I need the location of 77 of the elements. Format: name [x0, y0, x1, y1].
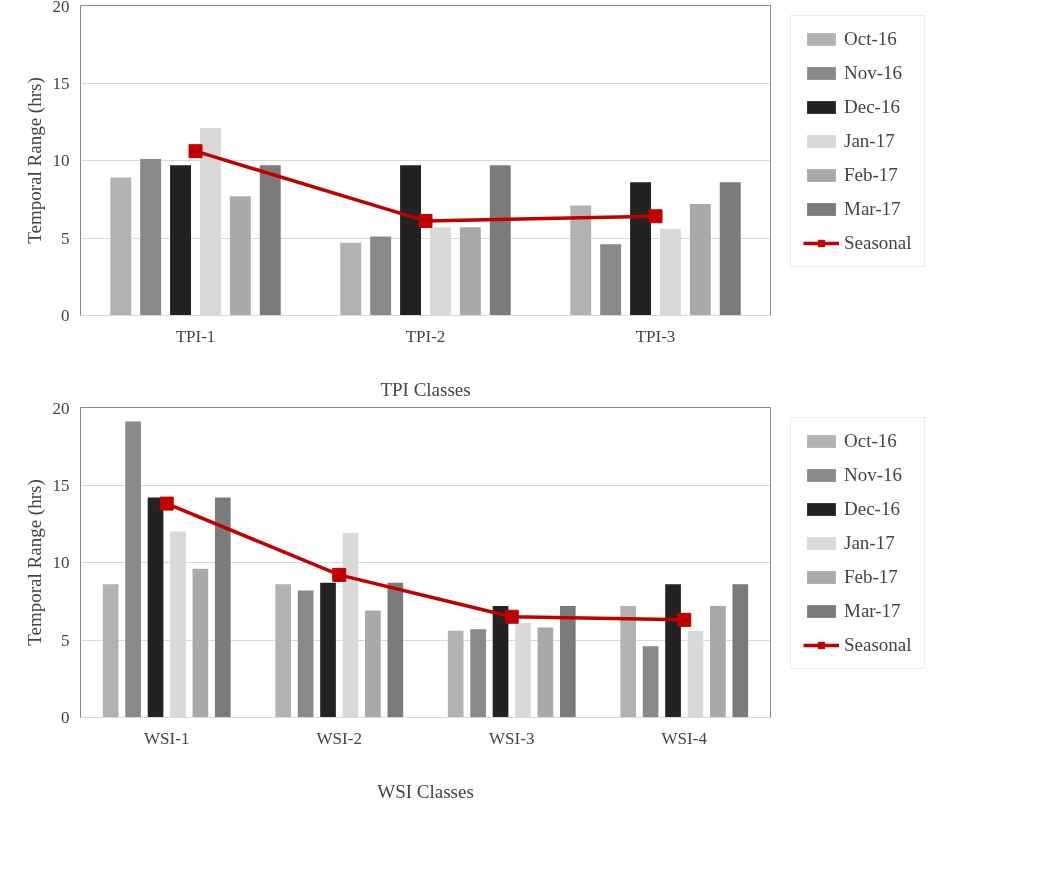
y-tick-label: 20 [52, 0, 70, 16]
x-tick-label: WSI-3 [489, 728, 535, 748]
y-tick-label: 15 [52, 475, 70, 495]
legend-label: Dec-16 [844, 498, 900, 520]
x-tick-label: TPI-2 [405, 326, 446, 346]
bar [447, 630, 464, 718]
legend-label: Dec-16 [844, 96, 900, 118]
legend-label: Seasonal [844, 232, 912, 254]
bar [710, 605, 726, 718]
point [332, 567, 347, 582]
bar [170, 165, 192, 316]
bar [630, 182, 652, 316]
legend-label: Nov-16 [844, 62, 903, 84]
bar [537, 627, 554, 718]
bar [125, 421, 141, 718]
y-tick-label: 0 [61, 708, 70, 727]
x-tick-label: WSI-4 [661, 728, 708, 748]
bar [470, 629, 486, 718]
point [677, 612, 692, 627]
y-tick-label: 0 [61, 306, 70, 325]
bar [620, 605, 637, 718]
bar [732, 584, 749, 718]
bar [665, 584, 681, 718]
bar [600, 244, 622, 316]
bar [214, 497, 231, 718]
x-tick-label: TPI-1 [175, 326, 216, 346]
legend-label: Oct-16 [844, 430, 897, 452]
bar [110, 177, 132, 316]
bar [570, 205, 592, 316]
y-axis-title: Temporal Range (hrs) [23, 77, 46, 244]
y-axis-title: Temporal Range (hrs) [23, 479, 46, 646]
legend-label: Jan-17 [844, 130, 895, 152]
bar [275, 584, 292, 718]
x-tick-label: TPI-3 [635, 326, 676, 346]
bar [365, 610, 381, 718]
x-axis-title: WSI Classes [377, 780, 474, 802]
bar [102, 584, 119, 718]
point [418, 213, 433, 228]
bar [340, 242, 362, 316]
bar [140, 158, 162, 316]
point [188, 144, 203, 159]
bar [387, 582, 404, 718]
y-tick-label: 10 [52, 151, 70, 170]
bar [719, 182, 741, 316]
bar [192, 568, 209, 718]
bar [297, 590, 314, 718]
legend-label: Feb-17 [844, 164, 898, 186]
x-axis-title: TPI Classes [380, 378, 471, 400]
bar [229, 196, 251, 316]
y-tick-label: 20 [52, 398, 70, 418]
bar [559, 605, 576, 718]
bar [459, 227, 481, 316]
bar [689, 203, 711, 316]
bar [489, 165, 511, 316]
bar [400, 165, 422, 316]
bar [259, 165, 281, 316]
y-tick-label: 15 [52, 73, 70, 93]
legend-label: Nov-16 [844, 464, 903, 486]
legend-label: Mar-17 [844, 198, 901, 220]
legend-label: Feb-17 [844, 566, 898, 588]
legend-label: Oct-16 [844, 28, 897, 50]
y-tick-label: 5 [61, 228, 70, 248]
legend-label: Jan-17 [844, 532, 895, 554]
bar [642, 646, 659, 718]
point [159, 496, 174, 511]
x-tick-label: WSI-2 [316, 728, 362, 748]
point [504, 609, 519, 624]
bar [492, 605, 509, 718]
y-tick-label: 10 [52, 553, 70, 572]
legend-label: Mar-17 [844, 600, 901, 622]
bar [320, 582, 336, 718]
x-tick-label: WSI-1 [144, 728, 190, 748]
bar [370, 236, 392, 316]
y-tick-label: 5 [61, 630, 70, 650]
legend-label: Seasonal [844, 634, 912, 656]
point [648, 209, 663, 224]
bar [147, 497, 164, 718]
